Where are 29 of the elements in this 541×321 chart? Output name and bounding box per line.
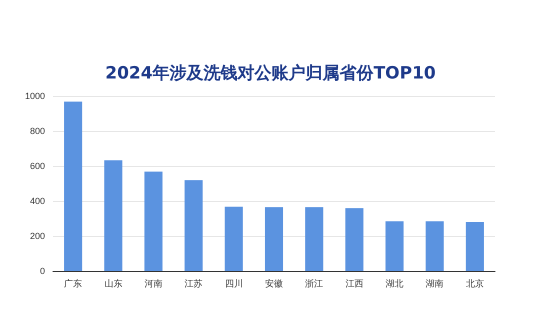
- bar: [426, 221, 444, 271]
- bar: [184, 180, 203, 271]
- x-tick-label: 江西: [345, 278, 364, 288]
- y-tick-label: 0: [40, 266, 45, 276]
- x-tick-label: 广东: [64, 278, 82, 288]
- x-tick-label: 北京: [466, 278, 484, 288]
- x-tick-label: 湖北: [386, 278, 404, 288]
- x-tick-label: 湖南: [426, 278, 444, 288]
- bar: [305, 207, 324, 271]
- x-tick-label: 浙江: [305, 278, 324, 288]
- bar: [386, 221, 404, 271]
- x-tick-label: 山东: [104, 278, 122, 288]
- bar: [345, 208, 364, 271]
- bar: [64, 102, 82, 271]
- y-tick-label: 400: [30, 196, 45, 206]
- bar: [224, 206, 243, 271]
- y-tick-label: 1000: [24, 91, 45, 101]
- y-tick-label: 800: [30, 126, 45, 136]
- x-tick-label: 河南: [144, 278, 162, 288]
- bar: [104, 160, 122, 271]
- x-tick-label: 四川: [224, 278, 243, 288]
- chart-title: 2024年涉及洗钱对公账户归属省份TOP10: [105, 64, 436, 84]
- bar: [264, 207, 284, 271]
- y-tick-label: 600: [30, 161, 45, 171]
- x-tick-label: 江苏: [184, 278, 203, 288]
- bar: [466, 222, 484, 271]
- bar: [144, 172, 162, 271]
- x-tick-label: 安徽: [265, 278, 283, 288]
- y-tick-label: 200: [30, 231, 45, 241]
